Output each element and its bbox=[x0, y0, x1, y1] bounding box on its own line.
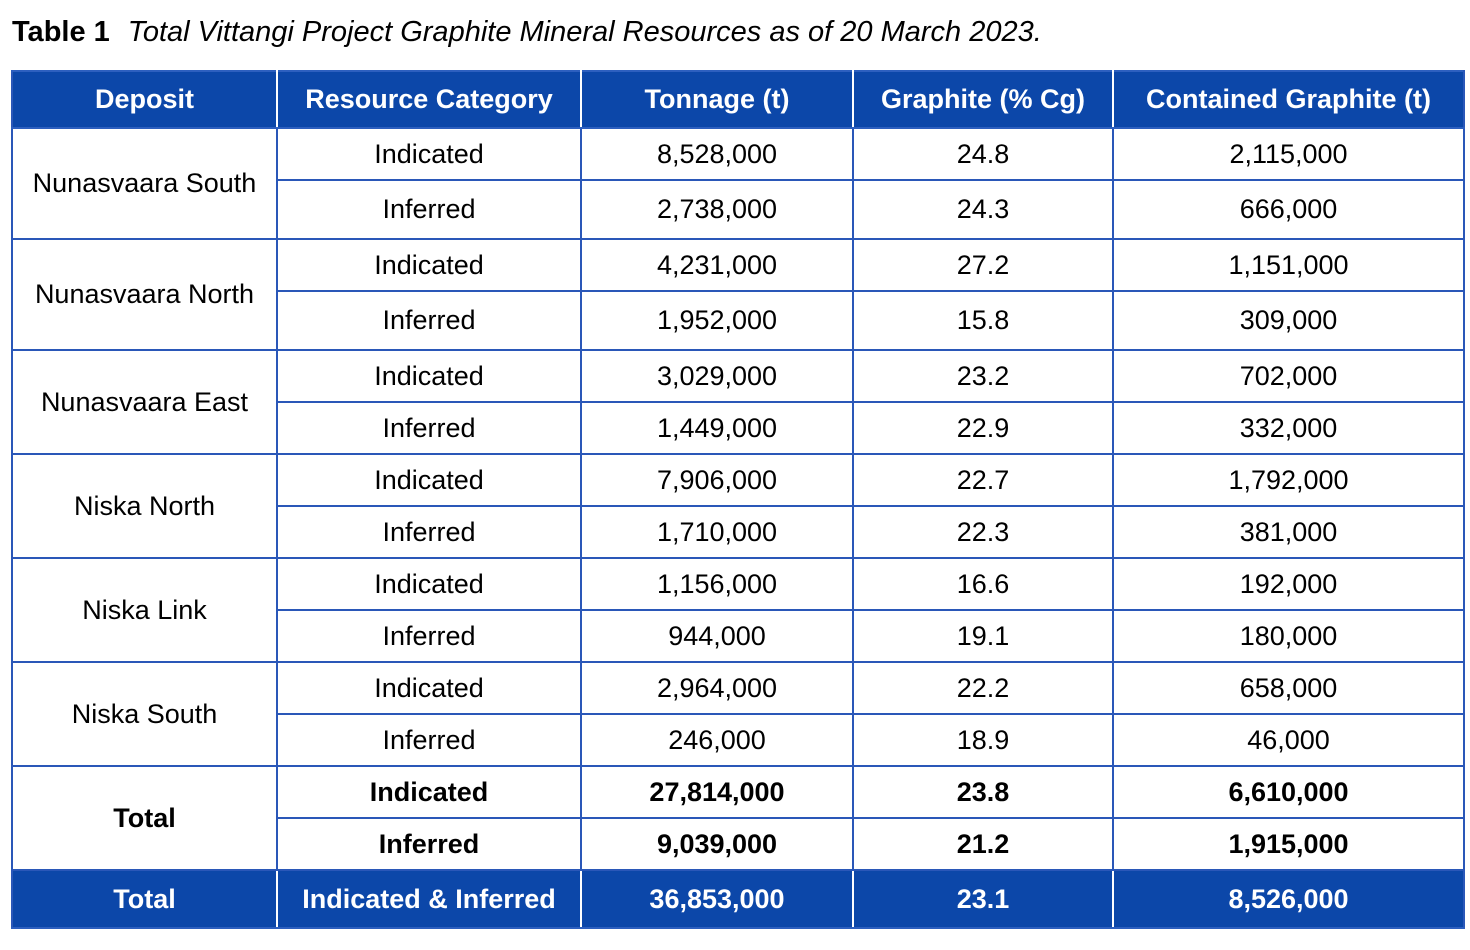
graphite-grade-cell: 22.2 bbox=[852, 661, 1114, 715]
table-row: Inferred 1,710,000 22.3 381,000 bbox=[12, 505, 1465, 559]
tonnage-cell: 4,231,000 bbox=[580, 238, 854, 292]
tonnage-cell: 9,039,000 bbox=[580, 817, 854, 871]
table-row: Nunasvaara South Indicated 8,528,000 24.… bbox=[11, 127, 1465, 240]
column-header-contained-graphite: Contained Graphite (t) bbox=[1112, 70, 1465, 129]
column-header-tonnage: Tonnage (t) bbox=[580, 70, 854, 129]
table-row: Inferred 1,449,000 22.9 332,000 bbox=[12, 401, 1465, 455]
category-cell: Inferred bbox=[276, 713, 582, 767]
contained-graphite-cell: 702,000 bbox=[1112, 349, 1465, 403]
contained-graphite-cell: 658,000 bbox=[1112, 661, 1465, 715]
tonnage-cell: 2,964,000 bbox=[580, 661, 854, 715]
contained-graphite-cell: 381,000 bbox=[1112, 505, 1465, 559]
column-header-graphite-grade: Graphite (% Cg) bbox=[852, 70, 1114, 129]
deposit-cell: Nunasvaara East bbox=[11, 349, 278, 455]
deposit-cell: Niska South bbox=[11, 661, 278, 767]
table-caption: Table 1 Total Vittangi Project Graphite M… bbox=[12, 12, 1042, 52]
contained-graphite-cell: 332,000 bbox=[1112, 401, 1465, 455]
contained-graphite-cell: 6,610,000 bbox=[1112, 765, 1465, 819]
category-cell: Inferred bbox=[276, 290, 582, 351]
column-header-resource-category: Resource Category bbox=[276, 70, 582, 129]
table-row: Nunasvaara North Indicated 4,231,000 27.… bbox=[11, 238, 1465, 351]
tonnage-cell: 1,449,000 bbox=[580, 401, 854, 455]
category-cell: Indicated bbox=[276, 661, 582, 715]
contained-graphite-cell: 2,115,000 bbox=[1112, 127, 1465, 181]
category-cell: Indicated bbox=[276, 453, 582, 507]
graphite-grade-cell: 23.2 bbox=[852, 349, 1114, 403]
category-cell: Indicated bbox=[276, 557, 582, 611]
contained-graphite-cell: 666,000 bbox=[1112, 179, 1465, 240]
contained-graphite-cell: 309,000 bbox=[1112, 290, 1465, 351]
contained-graphite-cell: 46,000 bbox=[1112, 713, 1465, 767]
graphite-grade-cell: 19.1 bbox=[852, 609, 1114, 663]
table-row-total: Inferred 9,039,000 21.2 1,915,000 bbox=[12, 817, 1465, 871]
tonnage-cell: 1,156,000 bbox=[580, 557, 854, 611]
grand-total-tonnage: 36,853,000 bbox=[580, 869, 854, 929]
graphite-grade-cell: 21.2 bbox=[852, 817, 1114, 871]
deposit-cell: Nunasvaara North bbox=[11, 238, 278, 351]
graphite-grade-cell: 18.9 bbox=[852, 713, 1114, 767]
mineral-resources-table: Deposit Resource Category Tonnage (t) Gr… bbox=[11, 70, 1465, 929]
table-row: Inferred 2,738,000 24.3 666,000 bbox=[12, 179, 1465, 240]
category-cell: Inferred bbox=[276, 817, 582, 871]
category-cell: Indicated bbox=[276, 238, 582, 292]
graphite-grade-cell: 24.8 bbox=[852, 127, 1114, 181]
tonnage-cell: 1,710,000 bbox=[580, 505, 854, 559]
table-row: Niska North Indicated 7,906,000 22.7 1,7… bbox=[11, 453, 1465, 559]
graphite-grade-cell: 23.8 bbox=[852, 765, 1114, 819]
contained-graphite-cell: 180,000 bbox=[1112, 609, 1465, 663]
contained-graphite-cell: 1,151,000 bbox=[1112, 238, 1465, 292]
table-number: Table 1 bbox=[12, 16, 110, 48]
category-cell: Inferred bbox=[276, 505, 582, 559]
contained-graphite-cell: 1,792,000 bbox=[1112, 453, 1465, 507]
column-header-deposit: Deposit bbox=[11, 70, 278, 129]
table-row: Niska Link Indicated 1,156,000 16.6 192,… bbox=[11, 557, 1465, 663]
header-row: Deposit Resource Category Tonnage (t) Gr… bbox=[11, 70, 1465, 129]
graphite-grade-cell: 15.8 bbox=[852, 290, 1114, 351]
category-cell: Inferred bbox=[276, 179, 582, 240]
deposit-cell: Niska Link bbox=[11, 557, 278, 663]
table-title: Total Vittangi Project Graphite Mineral … bbox=[127, 16, 1042, 48]
tonnage-cell: 3,029,000 bbox=[580, 349, 854, 403]
tonnage-cell: 7,906,000 bbox=[580, 453, 854, 507]
category-cell: Inferred bbox=[276, 401, 582, 455]
tonnage-cell: 2,738,000 bbox=[580, 179, 854, 240]
graphite-grade-cell: 27.2 bbox=[852, 238, 1114, 292]
grand-total-row: Total Indicated & Inferred 36,853,000 23… bbox=[11, 869, 1465, 929]
category-cell: Indicated bbox=[276, 349, 582, 403]
table-row-total: Total Indicated 27,814,000 23.8 6,610,00… bbox=[11, 765, 1465, 871]
tonnage-cell: 246,000 bbox=[580, 713, 854, 767]
deposit-cell: Niska North bbox=[11, 453, 278, 559]
contained-graphite-cell: 192,000 bbox=[1112, 557, 1465, 611]
table-row: Inferred 1,952,000 15.8 309,000 bbox=[12, 290, 1465, 351]
grand-total-label: Total bbox=[11, 869, 278, 929]
table-row: Niska South Indicated 2,964,000 22.2 658… bbox=[11, 661, 1465, 767]
graphite-grade-cell: 16.6 bbox=[852, 557, 1114, 611]
category-cell: Indicated bbox=[276, 765, 582, 819]
graphite-grade-cell: 24.3 bbox=[852, 179, 1114, 240]
tonnage-cell: 1,952,000 bbox=[580, 290, 854, 351]
grand-total-category: Indicated & Inferred bbox=[276, 869, 582, 929]
table-row: Nunasvaara East Indicated 3,029,000 23.2… bbox=[11, 349, 1465, 455]
table-row: Inferred 246,000 18.9 46,000 bbox=[12, 713, 1465, 767]
contained-graphite-cell: 1,915,000 bbox=[1112, 817, 1465, 871]
table-row: Inferred 944,000 19.1 180,000 bbox=[12, 609, 1465, 663]
graphite-grade-cell: 22.7 bbox=[852, 453, 1114, 507]
tonnage-cell: 8,528,000 bbox=[580, 127, 854, 181]
category-cell: Indicated bbox=[276, 127, 582, 181]
graphite-grade-cell: 22.3 bbox=[852, 505, 1114, 559]
category-cell: Inferred bbox=[276, 609, 582, 663]
graphite-grade-cell: 22.9 bbox=[852, 401, 1114, 455]
deposit-cell: Total bbox=[11, 765, 278, 871]
grand-total-contained-graphite: 8,526,000 bbox=[1112, 869, 1465, 929]
grand-total-graphite-grade: 23.1 bbox=[852, 869, 1114, 929]
tonnage-cell: 27,814,000 bbox=[580, 765, 854, 819]
deposit-cell: Nunasvaara South bbox=[11, 127, 278, 240]
tonnage-cell: 944,000 bbox=[580, 609, 854, 663]
